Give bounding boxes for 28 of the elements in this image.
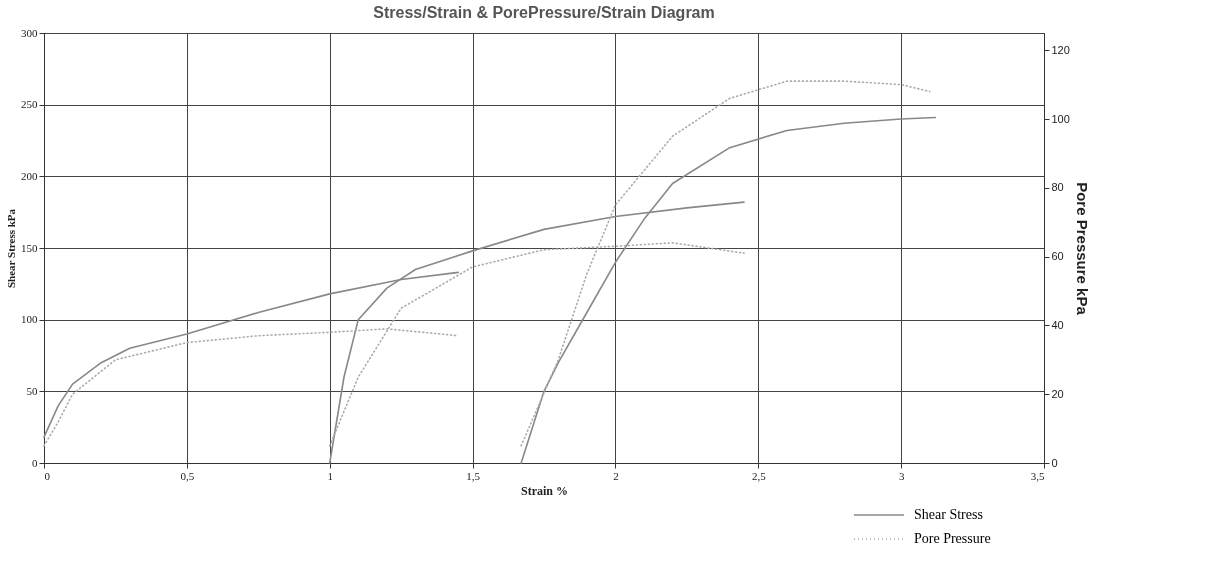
y-tick-label: 250 [21,98,38,111]
y2-tick-label: 20 [1051,387,1064,400]
x-tick-label: 3,5 [1030,469,1045,482]
y2-tick-label: 0 [1051,456,1058,469]
legend-label: Shear Stress [914,507,983,522]
y-tick-label: 300 [21,26,38,39]
y2-tick-label: 40 [1051,318,1064,331]
x-tick-label: 3 [898,469,905,482]
x-tick-label: 2,5 [751,469,767,482]
y2-tick-label: 120 [1051,43,1070,56]
x-tick-label: 0,5 [180,469,195,482]
y-tick-label: 50 [26,384,38,397]
x-tick-label: 1,5 [466,469,481,482]
y-tick-label: 100 [21,313,38,326]
chart-title: Stress/Strain & PorePressure/Strain Diagram [373,4,715,21]
y-tick-label: 200 [21,169,38,182]
y-axis-title: Shear Stress kPa [5,208,17,289]
x-tick-label: 1 [327,469,333,482]
x-axis-title: Strain % [520,483,569,498]
legend-label: Pore Pressure [914,531,991,546]
x-tick-label: 0 [44,469,51,482]
y2-tick-label: 60 [1051,250,1064,263]
y2-tick-label: 100 [1051,112,1070,125]
y-tick-label: 0 [32,456,38,469]
x-tick-label: 2 [613,469,619,482]
y-tick-label: 150 [21,241,38,254]
y2-tick-label: 80 [1051,181,1064,194]
y2-axis-title: Pore Pressure kPa [1073,182,1091,316]
